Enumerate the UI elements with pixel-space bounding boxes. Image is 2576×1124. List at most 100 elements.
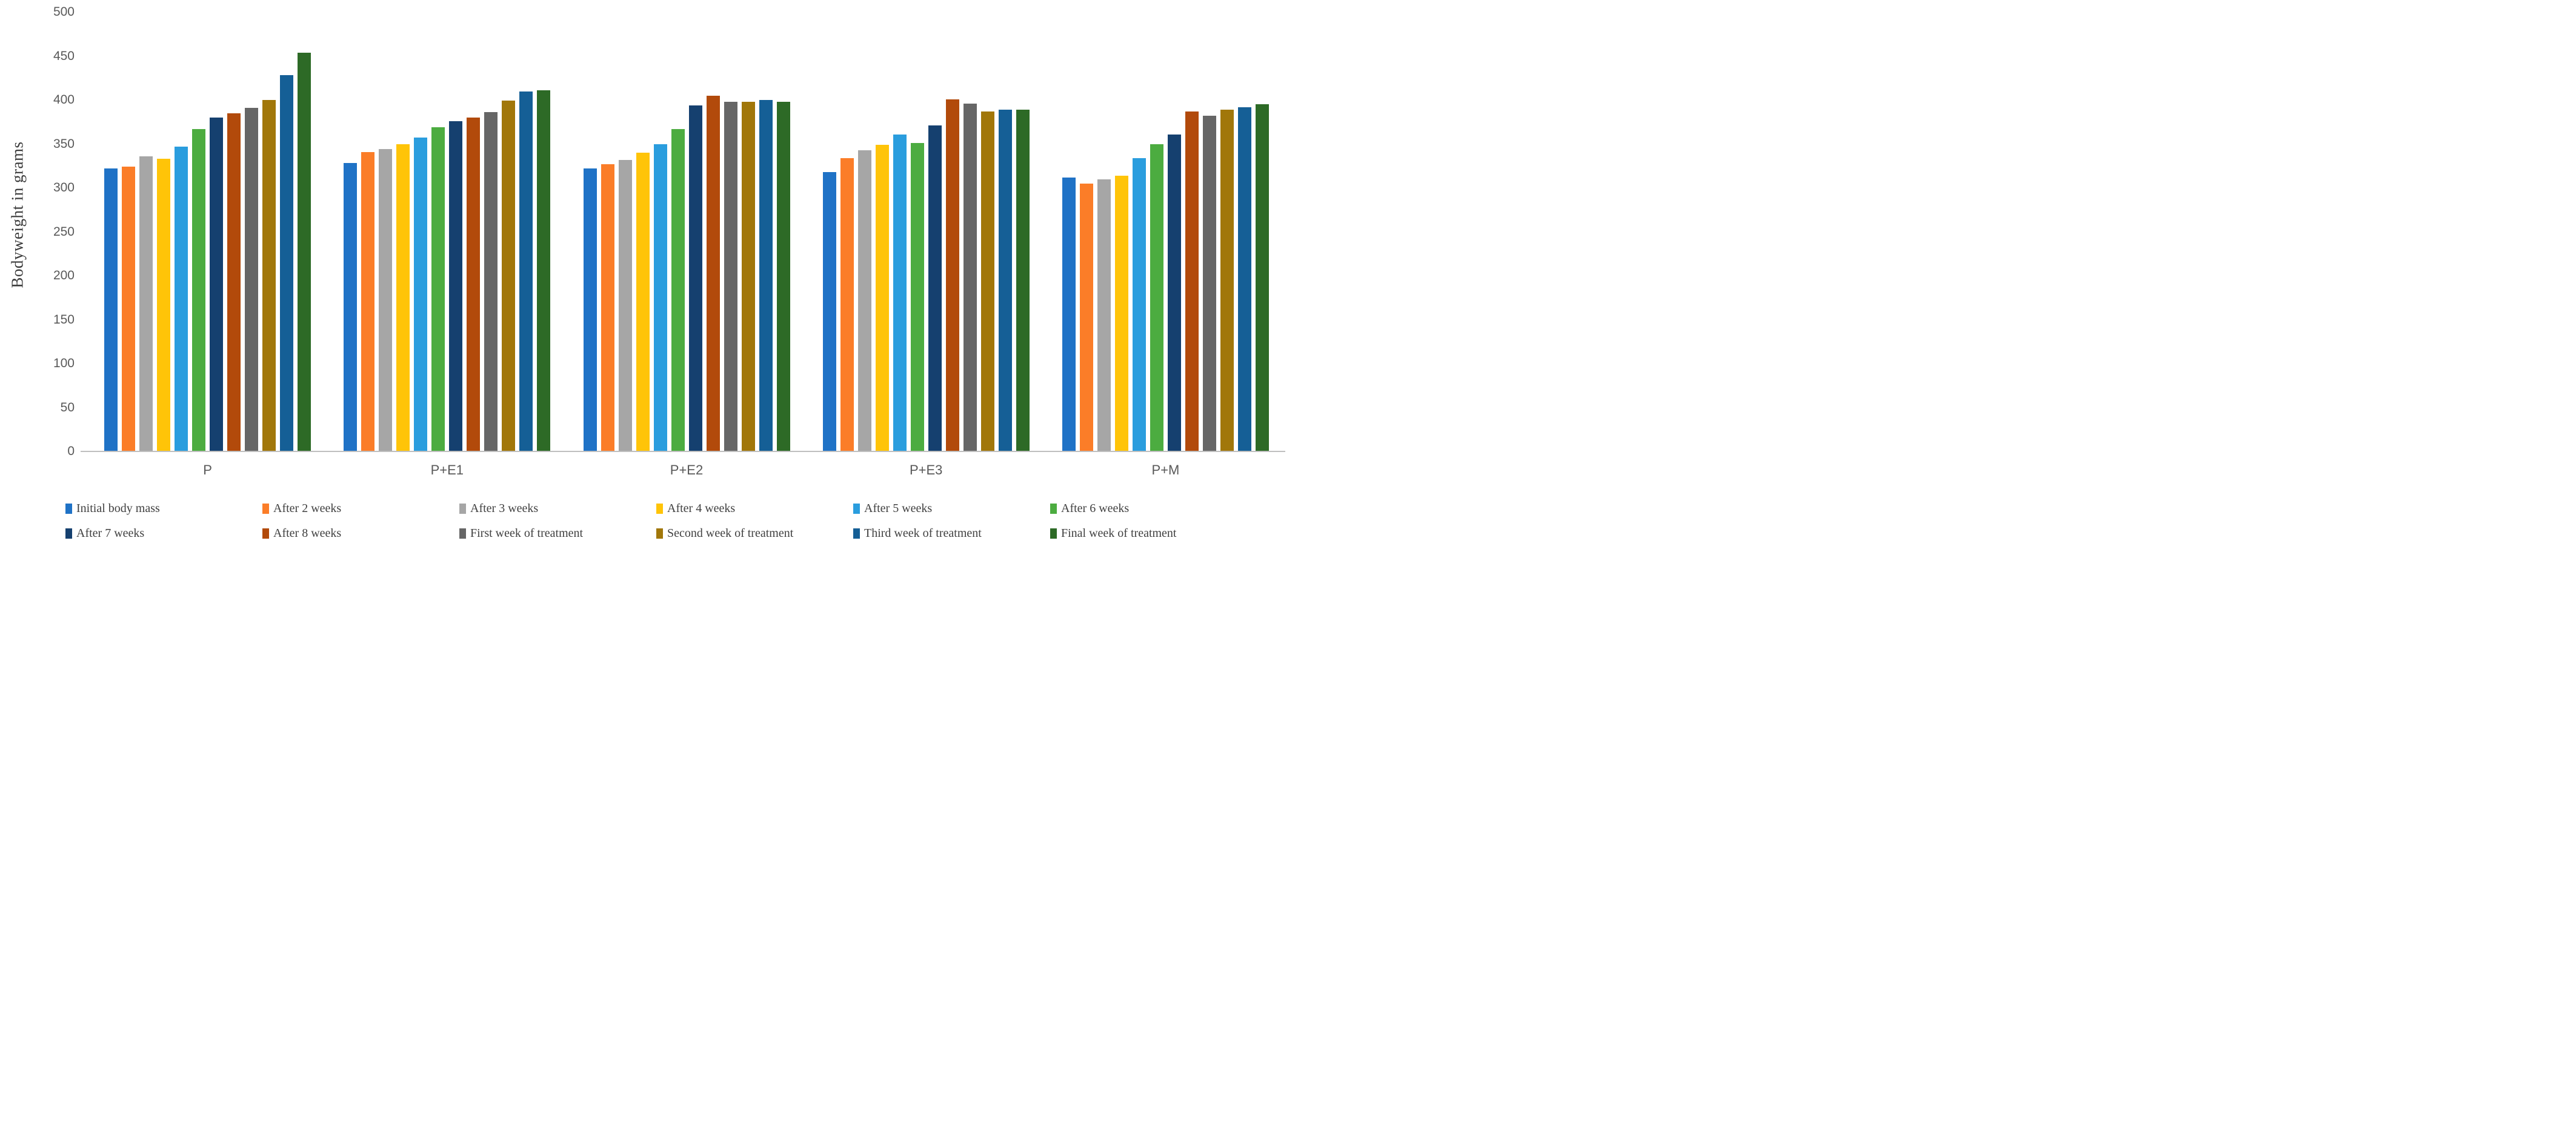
- legend-item: Third week of treatment: [853, 527, 1050, 540]
- bar: [262, 100, 276, 451]
- legend-label: Initial body mass: [76, 502, 160, 515]
- bar-group-p: P: [88, 12, 327, 477]
- legend-swatch-icon: [656, 504, 663, 514]
- y-tick-label: 200: [53, 268, 75, 282]
- bar: [706, 95, 720, 451]
- bar: [1255, 104, 1269, 451]
- bar-group-p-e1: P+E1: [327, 12, 567, 477]
- bar: [875, 144, 889, 451]
- legend-swatch-icon: [459, 504, 466, 514]
- bar: [361, 151, 375, 451]
- bar: [1079, 183, 1093, 451]
- bar-group-p-m: P+M: [1046, 12, 1285, 477]
- bar: [122, 167, 136, 451]
- bar: [893, 134, 907, 451]
- y-tick-label: 100: [53, 356, 75, 370]
- bar: [653, 144, 667, 451]
- bar: [583, 168, 597, 451]
- legend-swatch-icon: [459, 528, 466, 539]
- bar: [519, 91, 533, 451]
- bar: [1167, 134, 1181, 451]
- chart-legend: Initial body mass After 2 weeks After 3 we…: [65, 502, 1247, 540]
- bar: [431, 127, 445, 451]
- bar: [537, 90, 551, 451]
- legend-item: After 3 weeks: [459, 502, 656, 516]
- bar: [157, 159, 171, 451]
- bar: [601, 164, 614, 451]
- bar: [1132, 158, 1146, 451]
- bar-group-p-e3: P+E3: [807, 12, 1046, 477]
- legend-swatch-icon: [262, 504, 269, 514]
- plot-area: 0 50 100 150 200 250 300 350 400 450 500 P P+E1 P+E2…: [53, 5, 1285, 477]
- category-label: P: [203, 462, 212, 477]
- legend-label: After 4 weeks: [667, 502, 736, 515]
- bar: [1114, 175, 1128, 451]
- bar: [396, 144, 410, 451]
- bar: [344, 163, 358, 451]
- bar: [1202, 116, 1216, 451]
- bar: [928, 125, 942, 451]
- bar-chart-figure: Bodyweight in grams 0 50 100 150 200 250 300 35…: [0, 0, 1288, 562]
- legend-item: Initial body mass: [65, 502, 262, 516]
- bar: [245, 108, 259, 451]
- y-tick-label: 50: [60, 400, 75, 414]
- legend-item: Final week of treatment: [1050, 527, 1247, 540]
- bar: [636, 153, 650, 451]
- bar: [759, 100, 773, 451]
- legend-swatch-icon: [1050, 528, 1057, 539]
- bar: [945, 99, 959, 451]
- legend-swatch-icon: [656, 528, 663, 539]
- y-tick-label: 300: [53, 181, 75, 195]
- bar: [192, 128, 206, 451]
- bar: [1237, 107, 1251, 451]
- bar: [1185, 111, 1199, 451]
- legend-label: After 5 weeks: [864, 502, 933, 515]
- bar: [227, 113, 241, 451]
- bar: [1150, 144, 1163, 451]
- legend-swatch-icon: [65, 504, 72, 514]
- bar: [139, 156, 153, 451]
- bar: [280, 75, 294, 451]
- bar: [776, 101, 790, 451]
- legend-label: After 8 weeks: [273, 527, 342, 540]
- bar: [998, 109, 1012, 451]
- legend-swatch-icon: [262, 528, 269, 539]
- legend-label: After 3 weeks: [470, 502, 539, 515]
- category-label: P+E1: [430, 462, 464, 477]
- bar: [449, 121, 463, 451]
- bar: [671, 128, 685, 451]
- bar: [963, 103, 977, 451]
- legend-label: After 2 weeks: [273, 502, 342, 515]
- legend-item: After 4 weeks: [656, 502, 853, 516]
- bar: [1220, 109, 1234, 451]
- bar: [210, 118, 224, 451]
- y-tick-label: 150: [53, 312, 75, 327]
- legend-label: Third week of treatment: [864, 527, 982, 540]
- bar: [502, 101, 516, 451]
- bar: [980, 111, 994, 451]
- bar: [840, 158, 854, 451]
- legend-item: After 6 weeks: [1050, 502, 1247, 516]
- y-tick-label: 250: [53, 224, 75, 239]
- x-axis-line: [81, 451, 1285, 452]
- legend-item: After 2 weeks: [262, 502, 459, 516]
- bar: [414, 138, 428, 451]
- legend-label: After 6 weeks: [1061, 502, 1130, 515]
- bar: [910, 143, 924, 451]
- bar: [741, 101, 755, 451]
- bar: [175, 146, 188, 451]
- y-tick-label: 400: [53, 93, 75, 107]
- legend-item: First week of treatment: [459, 527, 656, 540]
- bar: [822, 171, 836, 451]
- bar: [688, 105, 702, 451]
- y-axis-title: Bodyweight in grams: [8, 141, 27, 288]
- bar: [467, 118, 481, 451]
- legend-label: Second week of treatment: [667, 527, 794, 540]
- legend-item: After 5 weeks: [853, 502, 1050, 516]
- bar: [379, 149, 393, 451]
- legend-swatch-icon: [1050, 504, 1057, 514]
- bar: [104, 168, 118, 451]
- category-label: P+E3: [909, 462, 943, 477]
- bar: [857, 150, 871, 451]
- legend-label: After 7 weeks: [76, 527, 145, 540]
